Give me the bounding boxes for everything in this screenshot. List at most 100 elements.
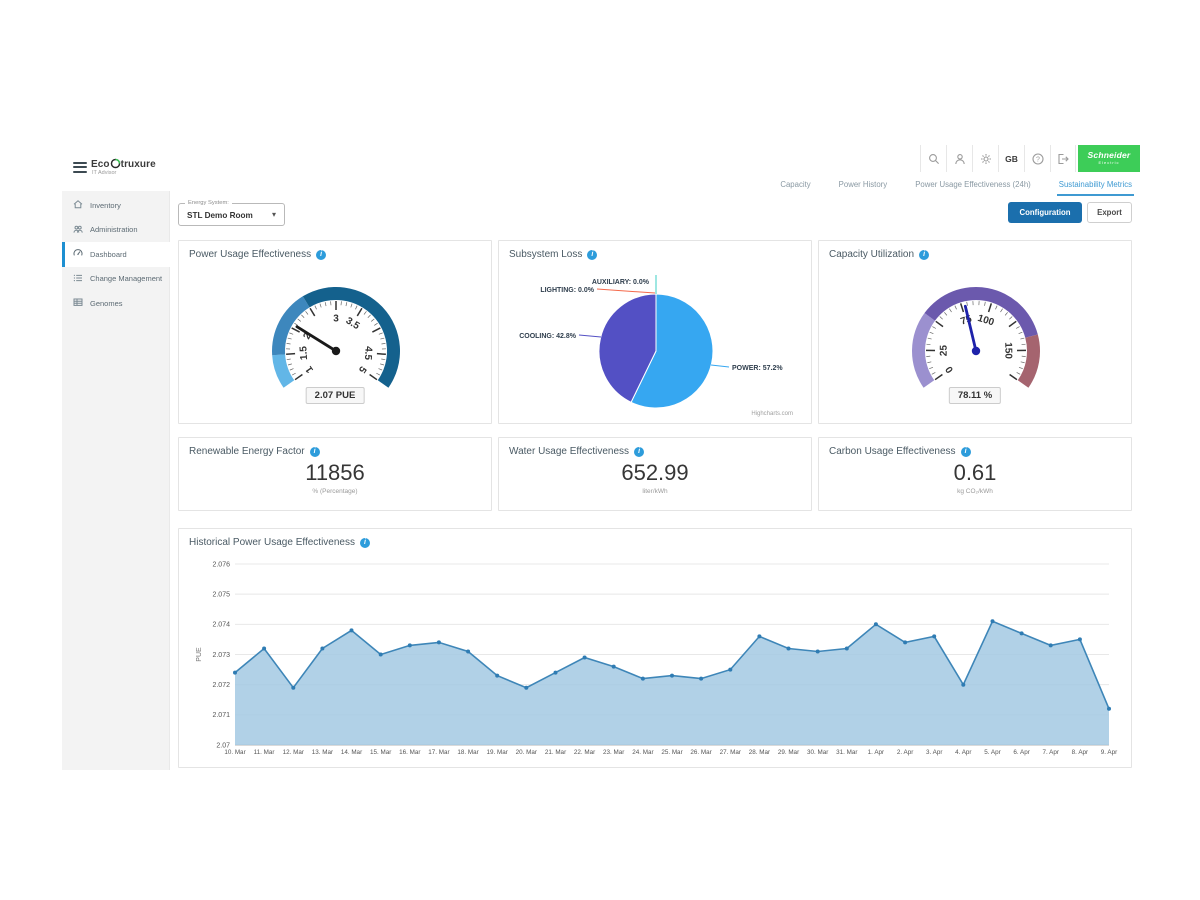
svg-text:2.072: 2.072 bbox=[212, 682, 230, 689]
svg-text:8. Apr: 8. Apr bbox=[1072, 749, 1088, 756]
svg-text:13. Mar: 13. Mar bbox=[312, 749, 333, 756]
card-title: Historical Power Usage Effectiveness bbox=[189, 537, 355, 548]
card-title: Renewable Energy Factor bbox=[189, 446, 305, 457]
svg-text:2.07: 2.07 bbox=[216, 742, 230, 749]
svg-text:11. Mar: 11. Mar bbox=[254, 749, 275, 756]
tab-power-history[interactable]: Power History bbox=[838, 179, 888, 189]
svg-text:14. Mar: 14. Mar bbox=[341, 749, 362, 756]
svg-text:PUE: PUE bbox=[196, 647, 203, 662]
svg-text:2. Apr: 2. Apr bbox=[897, 749, 913, 756]
svg-text:?: ? bbox=[1036, 156, 1040, 163]
svg-text:10. Mar: 10. Mar bbox=[224, 749, 245, 756]
svg-text:100: 100 bbox=[976, 313, 996, 329]
svg-text:30. Mar: 30. Mar bbox=[807, 749, 828, 756]
svg-text:2: 2 bbox=[302, 331, 315, 341]
home-icon bbox=[73, 196, 83, 214]
toolbar: GB ? bbox=[920, 145, 1076, 172]
user-icon[interactable] bbox=[946, 145, 972, 172]
svg-text:1. Apr: 1. Apr bbox=[868, 749, 884, 756]
svg-text:2.075: 2.075 bbox=[212, 591, 230, 598]
hamburger-menu-icon[interactable] bbox=[73, 162, 87, 173]
svg-text:4.5: 4.5 bbox=[362, 346, 374, 361]
capacity-utilization-card: Capacity Utilization i 0 25 75 100 150 78.11 … bbox=[818, 240, 1132, 424]
grid-icon bbox=[73, 294, 83, 312]
tab-sustainability-metrics[interactable]: Sustainability Metrics bbox=[1056, 174, 1134, 196]
ecostruxure-logo: Eco truxure bbox=[91, 158, 156, 172]
svg-text:5: 5 bbox=[356, 364, 368, 375]
sidebar-item-label: Administration bbox=[90, 225, 138, 235]
renewable-energy-factor-card: Renewable Energy Factor i 11856 % (Percen… bbox=[178, 437, 492, 511]
svg-text:31. Mar: 31. Mar bbox=[836, 749, 857, 756]
stat-unit: % (Percentage) bbox=[312, 488, 358, 495]
sidebar-item-genomes[interactable]: Genomes bbox=[62, 291, 170, 316]
tab-capacity[interactable]: Capacity bbox=[780, 179, 811, 189]
water-usage-effectiveness-card: Water Usage Effectiveness i 652.99 liter/… bbox=[498, 437, 812, 511]
card-title: Subsystem Loss bbox=[509, 249, 583, 260]
info-icon[interactable]: i bbox=[587, 249, 598, 260]
subsystem-loss-pie-chart: POWER: 57.2% COOLING: 42.8% LIGHTING: 0.0%… bbox=[519, 275, 793, 417]
info-icon[interactable]: i bbox=[309, 446, 320, 457]
ecostruxure-swirl-icon bbox=[110, 158, 121, 172]
svg-text:18. Mar: 18. Mar bbox=[457, 749, 478, 756]
svg-text:9. Apr: 9. Apr bbox=[1101, 749, 1117, 756]
info-icon[interactable]: i bbox=[960, 446, 971, 457]
svg-text:2.071: 2.071 bbox=[212, 712, 230, 719]
sidebar-item-label: Change Management bbox=[90, 274, 163, 284]
info-icon[interactable]: i bbox=[316, 249, 327, 260]
app-window: Eco truxure IT Advisor Inventory Administ… bbox=[62, 145, 1140, 770]
locale-selector[interactable]: GB bbox=[998, 145, 1024, 172]
stat-value: 0.61 bbox=[953, 460, 997, 485]
svg-text:22. Mar: 22. Mar bbox=[574, 749, 595, 756]
schneider-electric-logo[interactable]: Schneider Electric bbox=[1078, 145, 1140, 172]
svg-text:3.5: 3.5 bbox=[344, 315, 362, 332]
svg-text:27. Mar: 27. Mar bbox=[720, 749, 741, 756]
logout-icon[interactable] bbox=[1050, 145, 1076, 172]
sidebar: Eco truxure IT Advisor Inventory Administ… bbox=[62, 145, 170, 770]
svg-text:150: 150 bbox=[1002, 342, 1013, 359]
sidebar-item-dashboard[interactable]: Dashboard bbox=[62, 242, 170, 267]
search-icon[interactable] bbox=[920, 145, 946, 172]
export-button[interactable]: Export bbox=[1087, 202, 1132, 223]
tab-power-usage-effectiveness-24h[interactable]: Power Usage Effectiveness (24h) bbox=[915, 179, 1031, 189]
card-title: Power Usage Effectiveness bbox=[189, 249, 312, 260]
controls-row: Energy System: STL Demo Room ▾ Configura… bbox=[170, 196, 1140, 238]
svg-text:2.074: 2.074 bbox=[212, 622, 230, 629]
pue-value-badge: 2.07 PUE bbox=[305, 387, 365, 404]
sidebar-item-label: Genomes bbox=[90, 298, 123, 308]
svg-text:Highcharts.com: Highcharts.com bbox=[751, 411, 793, 417]
svg-text:26. Mar: 26. Mar bbox=[690, 749, 711, 756]
info-icon[interactable]: i bbox=[919, 249, 930, 260]
sidebar-item-administration[interactable]: Administration bbox=[62, 218, 170, 243]
svg-text:29. Mar: 29. Mar bbox=[778, 749, 799, 756]
gear-icon[interactable] bbox=[972, 145, 998, 172]
info-icon[interactable]: i bbox=[360, 537, 370, 548]
svg-text:3. Apr: 3. Apr bbox=[926, 749, 942, 756]
sidebar-item-inventory[interactable]: Inventory bbox=[62, 193, 170, 218]
svg-text:2.076: 2.076 bbox=[212, 561, 230, 568]
configuration-button[interactable]: Configuration bbox=[1008, 202, 1082, 223]
people-icon bbox=[73, 221, 83, 239]
topbar: GB ? Schneider Electric bbox=[170, 145, 1140, 172]
card-title: Water Usage Effectiveness bbox=[509, 446, 630, 457]
stat-value: 652.99 bbox=[621, 460, 689, 485]
svg-text:15. Mar: 15. Mar bbox=[370, 749, 391, 756]
svg-text:COOLING: 42.8%: COOLING: 42.8% bbox=[519, 333, 577, 340]
svg-text:20. Mar: 20. Mar bbox=[516, 749, 537, 756]
svg-text:28. Mar: 28. Mar bbox=[749, 749, 770, 756]
stat-unit: kg CO₂/kWh bbox=[957, 488, 993, 495]
svg-text:25. Mar: 25. Mar bbox=[661, 749, 682, 756]
svg-text:23. Mar: 23. Mar bbox=[603, 749, 624, 756]
subsystem-loss-card: Subsystem Loss i POWER: 57.2% COOLING: 42.… bbox=[498, 240, 812, 424]
svg-text:1: 1 bbox=[304, 363, 316, 374]
sidebar-item-label: Dashboard bbox=[90, 249, 127, 259]
info-icon[interactable]: i bbox=[634, 446, 645, 457]
sidebar-item-change-management[interactable]: Change Management bbox=[62, 267, 170, 292]
card-title: Capacity Utilization bbox=[829, 249, 915, 260]
help-icon[interactable]: ? bbox=[1024, 145, 1050, 172]
list-icon bbox=[73, 270, 83, 288]
sidebar-nav: Inventory Administration Dashboard Chang… bbox=[62, 193, 170, 316]
svg-text:4. Apr: 4. Apr bbox=[955, 749, 971, 756]
energy-system-select[interactable]: Energy System: STL Demo Room ▾ bbox=[178, 200, 285, 226]
svg-text:21. Mar: 21. Mar bbox=[545, 749, 566, 756]
